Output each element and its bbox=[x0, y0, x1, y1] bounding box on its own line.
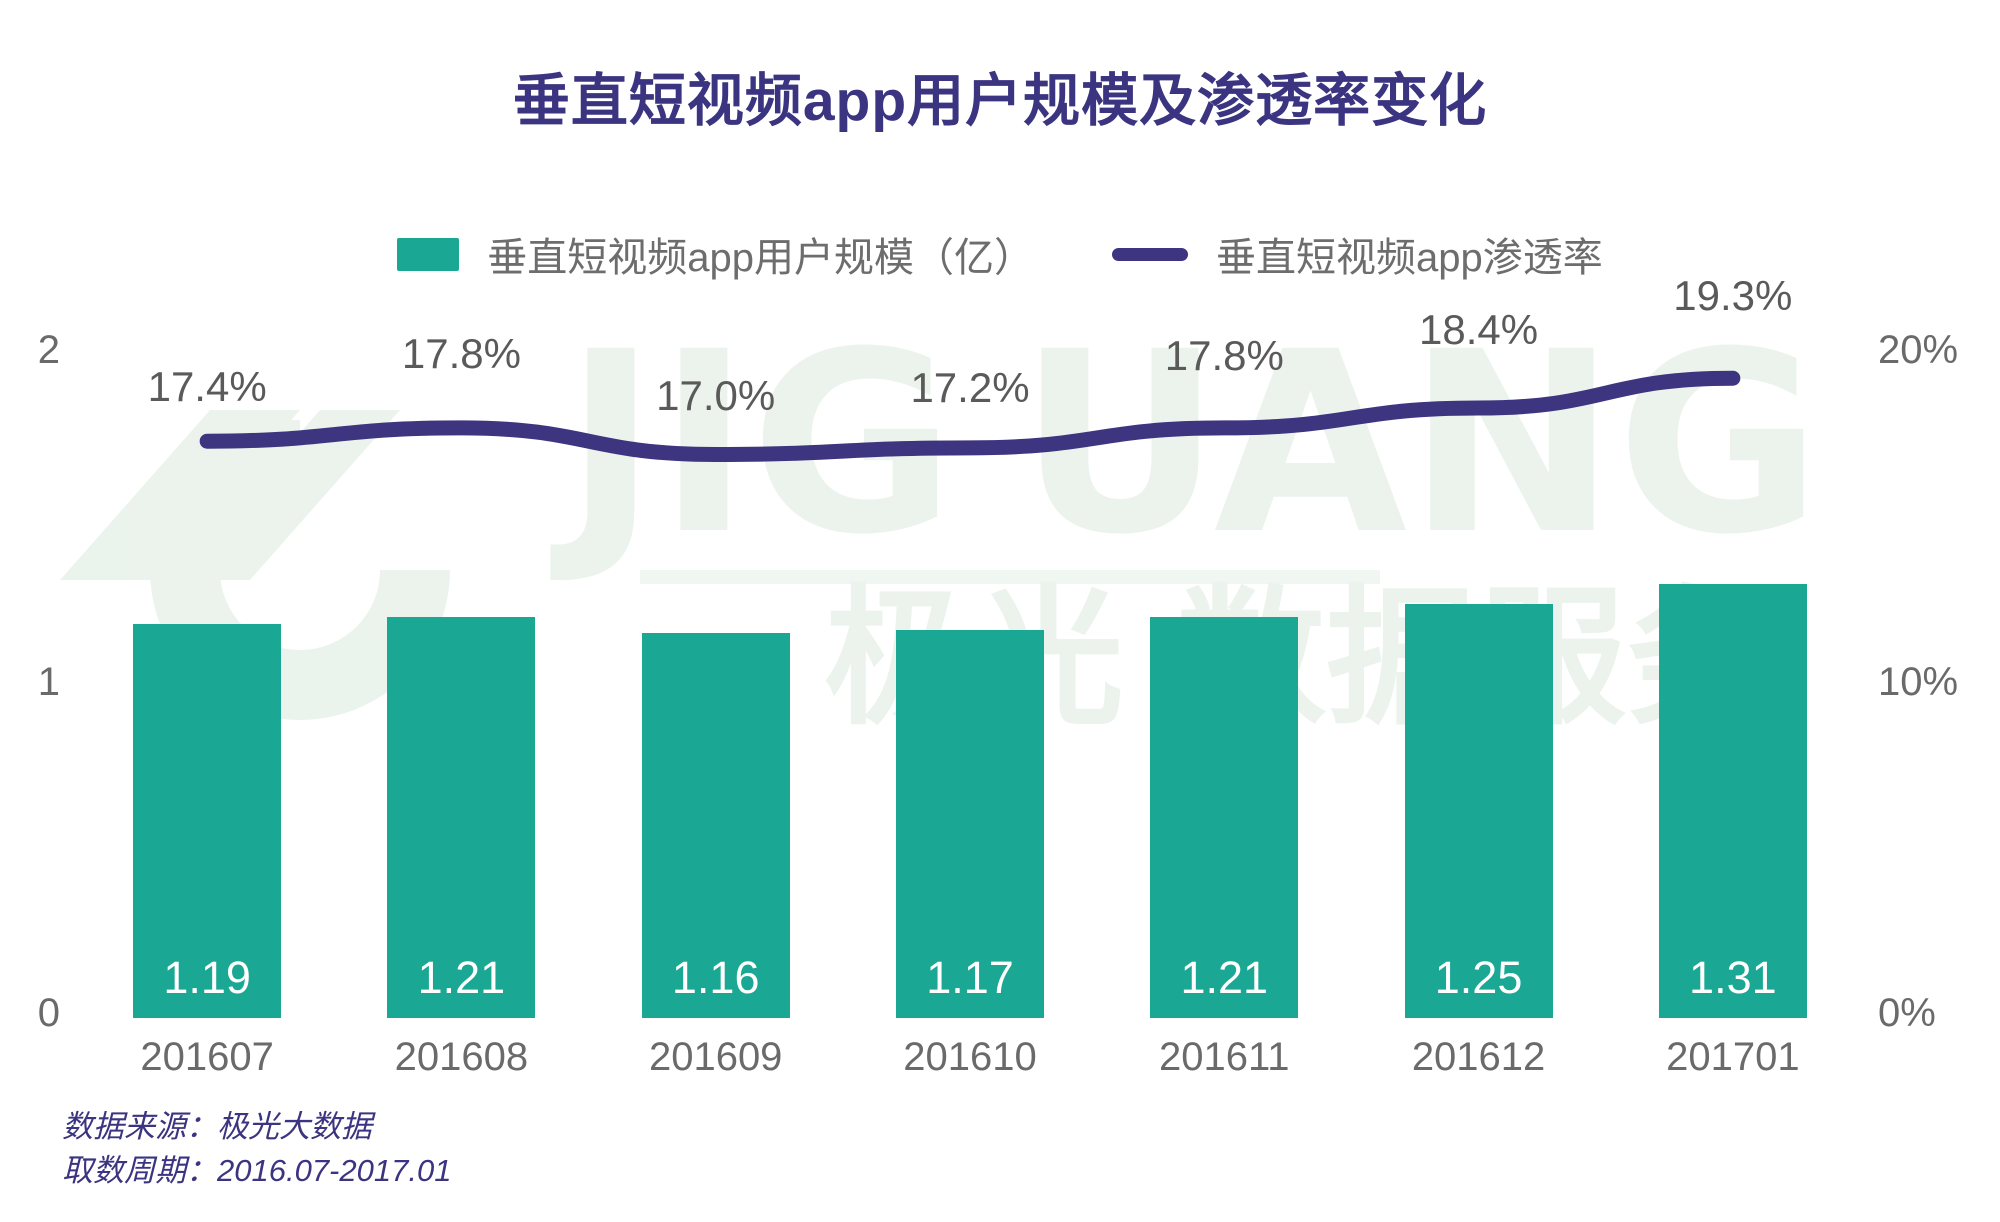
legend-item-bar[interactable]: 垂直短视频app用户规模（亿） bbox=[397, 225, 1034, 283]
y-axis-left-tick: 2 bbox=[37, 328, 60, 372]
legend-label-line: 垂直短视频app渗透率 bbox=[1216, 236, 1603, 280]
bar-column[interactable] bbox=[1404, 603, 1553, 1018]
page-title: 垂直短视频app用户规模及渗透率变化 bbox=[512, 69, 1488, 133]
y-axis-right-tick: 10% bbox=[1878, 659, 1959, 704]
bar-value-label: 1.25 bbox=[1434, 952, 1523, 1003]
y-axis-left-tick: 0 bbox=[37, 991, 60, 1035]
source-footnote: 数据来源：极光大数据 取数周期：2016.07-2017.01 bbox=[62, 1105, 451, 1193]
x-axis-tick: 201701 bbox=[1666, 1035, 1800, 1079]
footnote-source: 数据来源：极光大数据 bbox=[62, 1109, 372, 1144]
line-value-label: 17.8% bbox=[1164, 331, 1284, 379]
y-axis-right-tick: 0% bbox=[1878, 991, 1936, 1035]
legend-item-line[interactable]: 垂直短视频app渗透率 bbox=[1112, 225, 1603, 283]
bar-column[interactable] bbox=[1658, 583, 1807, 1018]
line-series-swatch-icon bbox=[1112, 247, 1188, 261]
y-axis-right-tick: 20% bbox=[1878, 328, 1959, 372]
x-axis-tick: 201607 bbox=[140, 1035, 274, 1079]
x-axis-tick: 201608 bbox=[394, 1035, 529, 1079]
line-value-label: 18.4% bbox=[1419, 306, 1539, 354]
chart-legend: 垂直短视频app用户规模（亿） 垂直短视频app渗透率 bbox=[0, 225, 2000, 283]
bar-column[interactable] bbox=[1150, 616, 1299, 1018]
bar-value-label: 1.31 bbox=[1689, 952, 1777, 1003]
bar-value-label: 1.21 bbox=[417, 952, 506, 1003]
x-axis-tick: 201610 bbox=[903, 1035, 1037, 1079]
bar-value-label: 1.19 bbox=[163, 952, 251, 1003]
line-value-label: 17.2% bbox=[910, 363, 1030, 411]
y-axis-left-tick: 1 bbox=[37, 659, 60, 704]
line-value-label: 19.3% bbox=[1673, 272, 1793, 320]
bar-column[interactable] bbox=[641, 633, 790, 1018]
x-axis-tick: 201612 bbox=[1411, 1035, 1546, 1079]
bar-value-label: 1.17 bbox=[926, 952, 1014, 1003]
x-axis-tick: 201609 bbox=[648, 1035, 783, 1079]
bar-series-swatch-icon bbox=[397, 237, 460, 271]
x-axis-tick: 201611 bbox=[1159, 1035, 1290, 1079]
line-value-label: 17.4% bbox=[147, 363, 267, 411]
bar-value-label: 1.16 bbox=[671, 952, 760, 1003]
line-value-label: 17.8% bbox=[401, 329, 521, 377]
line-value-label: 17.0% bbox=[656, 372, 776, 420]
bar-value-label: 1.21 bbox=[1180, 952, 1269, 1003]
bar-column[interactable] bbox=[896, 630, 1044, 1018]
footnote-period: 取数周期：2016.07-2017.01 bbox=[62, 1153, 452, 1189]
legend-label-bar: 垂直短视频app用户规模（亿） bbox=[487, 236, 1034, 280]
